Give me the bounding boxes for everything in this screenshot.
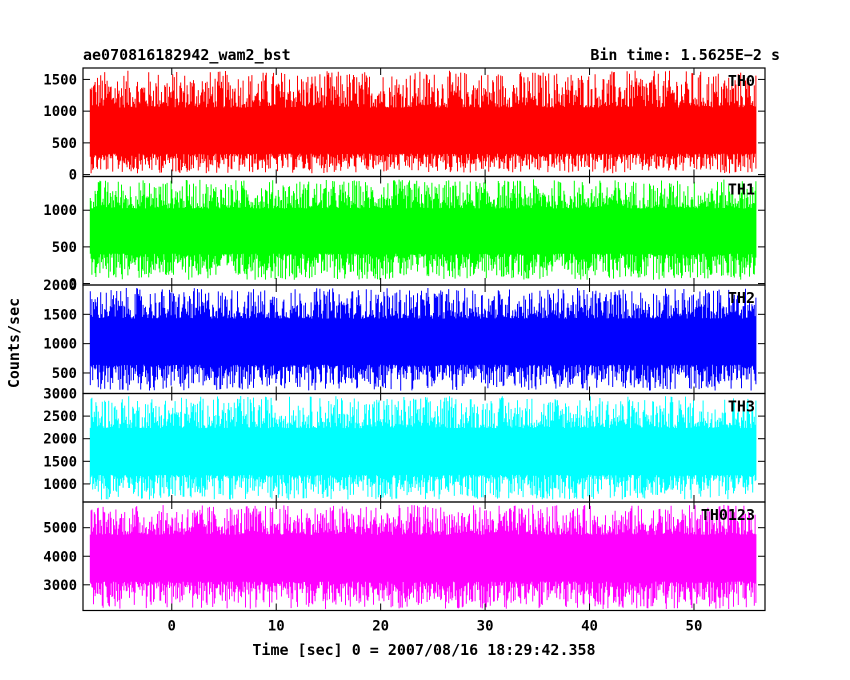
series-th0123 (89, 504, 757, 610)
y-tick-label: 0 (69, 277, 77, 293)
x-tick-label: 20 (372, 619, 389, 635)
y-tick-label: 2000 (43, 432, 77, 448)
y-tick-label: 500 (52, 240, 77, 256)
chart-title: ae070816182942_wam2_bst (83, 46, 291, 64)
panel-th1: 0 500 1000 TH1 (43, 175, 766, 293)
y-tick-label: 3000 (43, 387, 77, 403)
y-tick-label: 3000 (43, 578, 77, 594)
series-label: TH0 (728, 72, 755, 90)
x-tick-label: 30 (477, 619, 494, 635)
x-tick-label: 0 (168, 619, 176, 635)
y-tick-label: 1000 (43, 203, 77, 219)
y-tick-label: 1000 (43, 104, 77, 120)
series-th2 (89, 288, 757, 391)
y-tick-label: 1500 (43, 454, 77, 470)
y-axis-label: Counts/sec (5, 298, 23, 388)
chart-subtitle: Bin time: 1.5625E−2 s (590, 46, 780, 64)
y-tick-label: 1500 (43, 307, 77, 323)
series-th0 (89, 70, 757, 174)
x-tick-label: 50 (686, 619, 703, 635)
y-tick-label: 1000 (43, 337, 77, 353)
y-tick-label: 4000 (43, 549, 77, 565)
y-tick-label: 2000 (43, 278, 77, 294)
y-tick-label: 1500 (43, 72, 77, 88)
y-tick-label: 2500 (43, 409, 77, 425)
panel-th0: 0 500 1000 1500 TH0 (43, 67, 766, 184)
series-th1 (89, 179, 757, 280)
panel-th2: 500 1000 1500 2000 TH2 (43, 278, 766, 395)
y-tick-label: 1000 (43, 477, 77, 493)
y-tick-label: 0 (69, 168, 77, 184)
series-label: TH1 (728, 181, 755, 199)
panel-th0123: 3000 4000 5000 TH0123 (43, 501, 766, 612)
series-label: TH3 (728, 398, 755, 416)
y-tick-label: 5000 (43, 521, 77, 537)
y-tick-label: 500 (52, 366, 77, 382)
series-label: TH2 (728, 289, 755, 307)
x-tick-label: 40 (581, 619, 598, 635)
panel-th3: 1000 1500 2000 2500 3000 TH3 (43, 387, 766, 503)
series-th3 (89, 396, 757, 500)
series-label: TH0123 (701, 506, 755, 524)
x-axis-label: Time [sec] 0 = 2007/08/16 18:29:42.358 (252, 641, 595, 659)
x-tick-label: 10 (268, 619, 285, 635)
y-tick-label: 500 (52, 136, 77, 152)
